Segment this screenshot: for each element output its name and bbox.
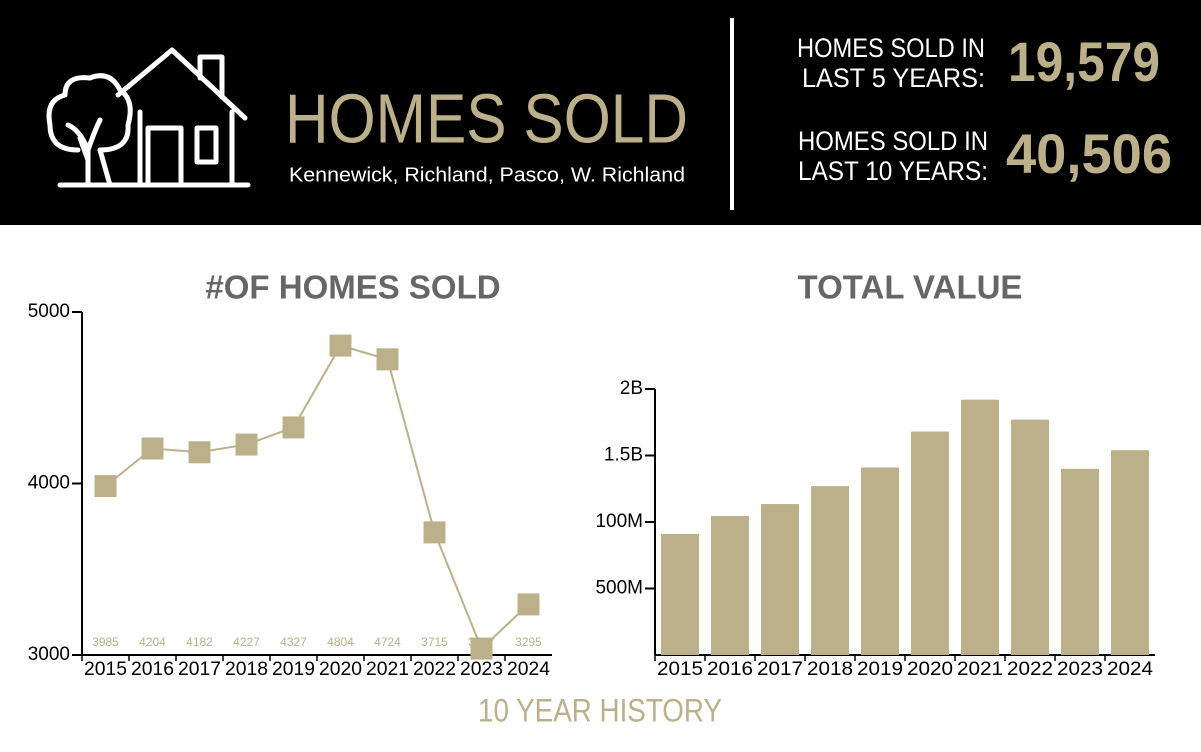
y-tick-label: 1.5B	[604, 445, 643, 466]
x-tick-label: 2020	[907, 659, 953, 680]
bar	[1111, 450, 1149, 655]
x-tick-label: 2016	[131, 659, 174, 680]
chart-title: #OF HOMES SOLD	[205, 269, 500, 306]
marker	[329, 334, 352, 357]
bar	[1061, 468, 1099, 655]
x-tick-label: 2022	[413, 659, 456, 680]
x-tick-label: 2023	[1057, 659, 1103, 680]
x-tick-label: 2016	[707, 659, 753, 680]
y-tick-label: 5000	[28, 301, 70, 322]
x-tick-label: 2024	[1107, 659, 1153, 680]
data-label: 3295	[515, 635, 542, 649]
x-tick-label: 2022	[1007, 659, 1053, 680]
y-tick-label: 2B	[620, 378, 643, 399]
header-title: HOMES SOLD	[285, 79, 688, 157]
chart-title: TOTAL VALUE	[798, 269, 1023, 306]
marker	[470, 637, 493, 660]
stat-label: LAST 5 YEARS:	[802, 63, 985, 93]
x-tick-label: 2021	[957, 659, 1003, 680]
footer: 10 YEAR HISTORY	[478, 692, 722, 728]
bar	[711, 516, 749, 655]
data-label: 3037	[468, 635, 495, 649]
x-tick-label: 2015	[657, 659, 703, 680]
marker	[94, 475, 117, 498]
stat-label: LAST 10 YEARS:	[798, 156, 988, 186]
x-tick-label: 2017	[178, 659, 221, 680]
header-subtitle: Kennewick, Richland, Pasco, W. Richland	[289, 164, 685, 186]
stat-value: 40,506	[1006, 122, 1172, 185]
marker	[376, 348, 399, 371]
data-label: 4204	[139, 635, 166, 649]
stat-label: HOMES SOLD IN	[798, 126, 988, 156]
bar	[811, 486, 849, 655]
marker	[235, 433, 258, 456]
stat-value: 19,579	[1008, 30, 1160, 93]
x-tick-label: 2020	[319, 659, 362, 680]
bar	[911, 431, 949, 655]
line	[104, 344, 530, 651]
y-tick-label: 4000	[28, 473, 70, 494]
marker	[517, 593, 540, 616]
data-label: 3715	[421, 635, 448, 649]
x-tick-label: 2018	[225, 659, 268, 680]
y-tick-label: 100M	[595, 511, 643, 532]
x-tick-label: 2019	[272, 659, 315, 680]
x-tick-label: 2017	[757, 659, 803, 680]
y-tick-label: 3000	[28, 644, 70, 665]
x-tick-label: 2023	[460, 659, 503, 680]
bar	[761, 504, 799, 655]
x-tick-label: 2018	[807, 659, 853, 680]
marker	[423, 521, 446, 544]
marker	[188, 441, 211, 464]
y-tick-label: 500M	[595, 578, 643, 599]
marker	[282, 416, 305, 439]
bar	[861, 467, 899, 655]
data-label: 4182	[186, 635, 213, 649]
bar	[661, 533, 699, 655]
x-tick-label: 2021	[366, 659, 409, 680]
x-tick-label: 2015	[84, 659, 127, 680]
stat-label: HOMES SOLD IN	[797, 33, 985, 63]
x-tick-label: 2019	[857, 659, 903, 680]
bar	[1011, 419, 1049, 655]
data-label: 4327	[280, 635, 307, 649]
x-tick-label: 2024	[507, 659, 550, 680]
bar	[961, 399, 999, 655]
data-label: 4804	[327, 635, 354, 649]
marker	[141, 437, 164, 460]
data-label: 4227	[233, 635, 260, 649]
data-label: 3985	[92, 635, 119, 649]
house-icon	[46, 47, 251, 188]
data-label: 4724	[374, 635, 401, 649]
